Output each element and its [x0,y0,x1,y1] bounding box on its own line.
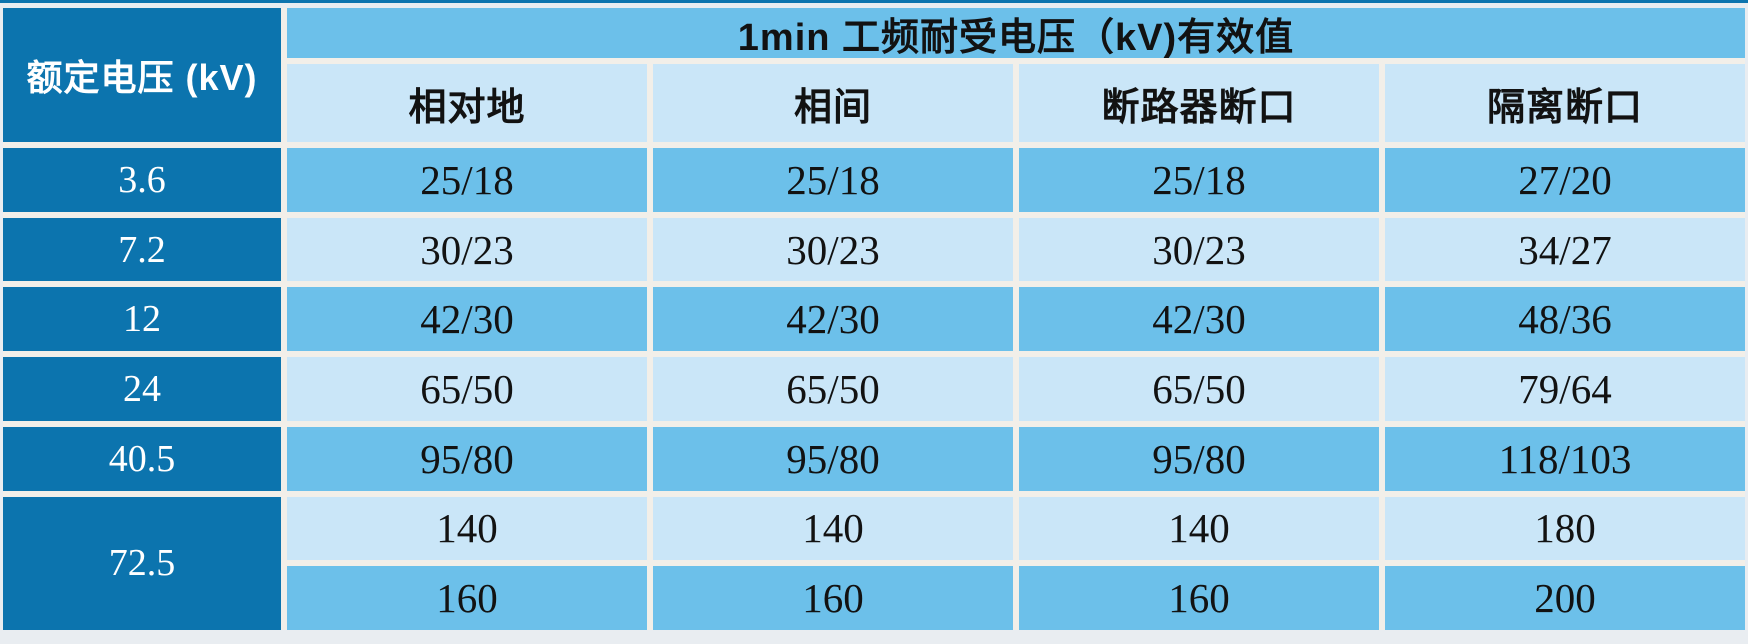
column-header-isolating-gap: 隔离断口 [1385,64,1745,142]
cell-3.6-breaker-gap: 25/18 [1019,148,1379,212]
cell-12-isolating-gap: 48/36 [1385,287,1745,352]
cell-72.5a-phase-to-ground: 140 [287,496,647,561]
withstand-voltage-table: 额定电压 (kV) 1min 工频耐受电压（kV)有效值 相对地 相间 断路器断… [3,8,1745,630]
cell-24-breaker-gap: 65/50 [1019,357,1379,421]
column-header-phase-to-ground: 相对地 [287,64,647,142]
cell-24-phase-to-phase: 65/50 [653,357,1013,421]
cell-72.5a-isolating-gap: 180 [1385,496,1745,561]
cell-7.2-phase-to-phase: 30/23 [653,217,1013,282]
cell-24-phase-to-ground: 65/50 [287,357,647,421]
table-title-cell: 1min 工频耐受电压（kV)有效值 [287,8,1745,59]
cell-72.5a-phase-to-phase: 140 [653,496,1013,561]
cell-12-breaker-gap: 42/30 [1019,287,1379,352]
cell-3.6-isolating-gap: 27/20 [1385,148,1745,212]
rated-voltage-header-cell: 额定电压 (kV) [3,8,281,142]
cell-24-isolating-gap: 79/64 [1385,357,1745,421]
row-header-12: 12 [3,287,281,352]
row-header-3.6: 3.6 [3,148,281,212]
cell-40.5-isolating-gap: 118/103 [1385,426,1745,491]
table-top-border [0,0,1748,3]
cell-7.2-phase-to-ground: 30/23 [287,217,647,282]
cell-40.5-phase-to-phase: 95/80 [653,426,1013,491]
cell-40.5-breaker-gap: 95/80 [1019,426,1379,491]
cell-12-phase-to-ground: 42/30 [287,287,647,352]
cell-40.5-phase-to-ground: 95/80 [287,426,647,491]
row-header-40.5: 40.5 [3,426,281,491]
row-header-72.5: 72.5 [3,496,281,630]
cell-72.5b-isolating-gap: 200 [1385,566,1745,630]
cell-72.5b-phase-to-phase: 160 [653,566,1013,630]
cell-3.6-phase-to-phase: 25/18 [653,148,1013,212]
row-header-7.2: 7.2 [3,217,281,282]
column-header-phase-to-phase: 相间 [653,64,1013,142]
cell-72.5a-breaker-gap: 140 [1019,496,1379,561]
row-header-24: 24 [3,357,281,421]
cell-72.5b-breaker-gap: 160 [1019,566,1379,630]
cell-3.6-phase-to-ground: 25/18 [287,148,647,212]
cell-72.5b-phase-to-ground: 160 [287,566,647,630]
cell-12-phase-to-phase: 42/30 [653,287,1013,352]
column-header-breaker-gap: 断路器断口 [1019,64,1379,142]
cell-7.2-breaker-gap: 30/23 [1019,217,1379,282]
cell-7.2-isolating-gap: 34/27 [1385,217,1745,282]
